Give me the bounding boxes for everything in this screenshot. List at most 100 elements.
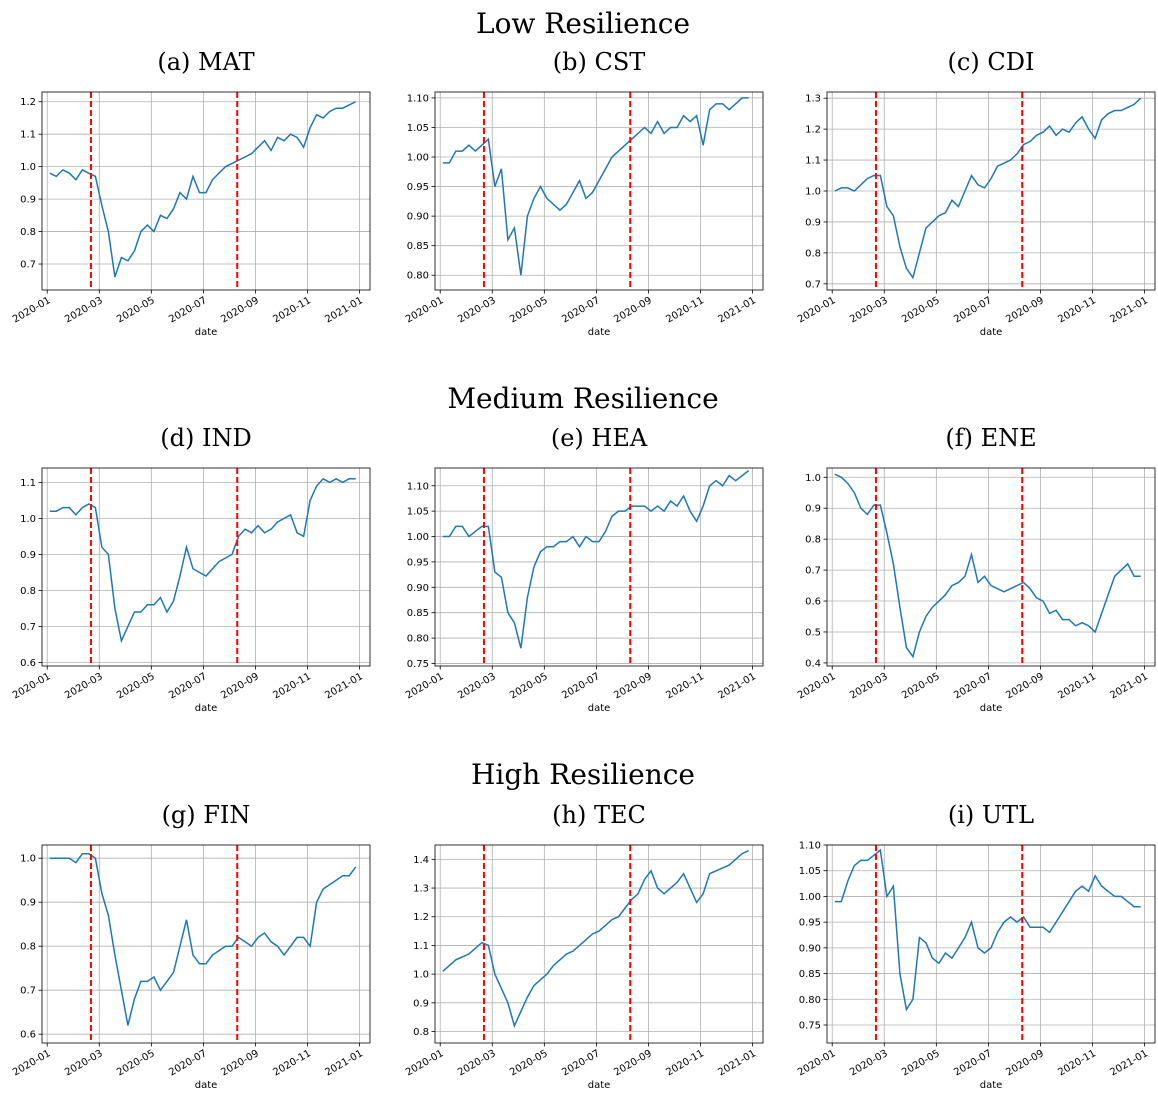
x-tick-label: 2021-01 xyxy=(323,1048,365,1078)
plot-frame xyxy=(434,91,764,291)
y-tick-label: 1.0 xyxy=(20,854,36,865)
y-tick-label: 1.4 xyxy=(413,855,429,866)
x-tick-label: 2021-01 xyxy=(1108,1048,1150,1078)
y-tick-label: 0.75 xyxy=(799,1021,821,1032)
subplot-title: (h) TEC xyxy=(552,801,646,829)
subplot: (f) ENE 0.4 0.5 0.6 0.7 0.8 0.9 1.0 2020-01 2020-… xyxy=(796,424,1156,714)
y-tick-label: 0.90 xyxy=(407,583,429,594)
y-tick-label: 0.8 xyxy=(20,586,36,597)
plot-frame xyxy=(826,844,1156,1044)
y-tick-label: 1.00 xyxy=(799,892,821,903)
x-tick-label: 2020-05 xyxy=(115,671,157,701)
subplot-title: (f) ENE xyxy=(945,424,1036,452)
y-tick-label: 0.8 xyxy=(805,535,821,546)
x-axis-label: date xyxy=(980,327,1003,338)
subplot: (g) FIN 0.6 0.7 0.8 0.9 1.0 2020-01 2020-03 2020… xyxy=(11,801,371,1091)
y-tick-label: 0.85 xyxy=(407,608,429,619)
x-tick-label: 2020-03 xyxy=(63,295,105,325)
x-tick-label: 2020-01 xyxy=(11,1048,53,1078)
y-tick-label: 0.4 xyxy=(805,658,821,669)
x-tick-label: 2020-01 xyxy=(796,1048,838,1078)
x-tick-label: 2020-07 xyxy=(560,671,602,701)
x-tick-label: 2020-11 xyxy=(664,295,706,325)
y-tick-label: 1.0 xyxy=(805,473,821,484)
y-tick-label: 0.85 xyxy=(799,969,821,980)
x-tick-label: 2020-05 xyxy=(900,1048,942,1078)
subplot: (d) IND 0.6 0.7 0.8 0.9 1.0 1.1 2020-01 2020-03 2… xyxy=(11,424,371,714)
y-tick-label: 0.7 xyxy=(805,279,821,290)
subplot-title: (g) FIN xyxy=(162,801,251,829)
y-tick-label: 0.80 xyxy=(799,995,821,1006)
x-tick-label: 2020-05 xyxy=(115,1048,157,1078)
subplot: (a) MAT 0.7 0.8 0.9 1.0 1.1 1.2 2020-01 2020-03 2… xyxy=(11,48,371,338)
data-line xyxy=(442,97,749,276)
x-tick-label: 2020-11 xyxy=(664,1048,706,1078)
x-tick-label: 2020-07 xyxy=(167,295,209,325)
x-tick-label: 2020-09 xyxy=(612,295,654,325)
x-tick-label: 2020-03 xyxy=(456,295,498,325)
subplot-title: (i) UTL xyxy=(948,801,1034,829)
subplot-title: (e) HEA xyxy=(551,424,648,452)
y-tick-label: 1.0 xyxy=(20,514,36,525)
subplot: (i) UTL 0.75 0.80 0.85 0.90 0.95 1.00 1.05 1.10 2… xyxy=(796,801,1156,1091)
y-tick-label: 1.2 xyxy=(805,125,821,136)
y-tick-label: 0.7 xyxy=(805,566,821,577)
y-tick-label: 1.0 xyxy=(20,162,36,173)
y-tick-label: 0.8 xyxy=(805,248,821,259)
x-tick-label: 2020-01 xyxy=(11,295,53,325)
x-axis-label: date xyxy=(588,1080,611,1091)
x-tick-label: 2020-03 xyxy=(63,671,105,701)
x-tick-label: 2020-07 xyxy=(952,1048,994,1078)
x-tick-label: 2020-09 xyxy=(1004,671,1046,701)
subplot: (b) CST 0.80 0.85 0.90 0.95 1.00 1.05 1.10 2020-… xyxy=(404,48,764,338)
x-tick-label: 2021-01 xyxy=(716,671,758,701)
y-tick-label: 1.10 xyxy=(799,841,821,852)
subplot: (h) TEC 0.8 0.9 1.0 1.1 1.2 1.3 1.4 2020-01 2020-… xyxy=(404,801,764,1091)
x-tick-label: 2020-07 xyxy=(952,671,994,701)
x-tick-label: 2020-03 xyxy=(848,1048,890,1078)
data-line xyxy=(834,473,1141,659)
y-tick-label: 1.3 xyxy=(413,884,429,895)
y-tick-label: 0.80 xyxy=(407,271,429,282)
plot-frame xyxy=(434,467,764,667)
x-tick-label: 2020-05 xyxy=(508,295,550,325)
y-tick-label: 0.5 xyxy=(805,627,821,638)
y-tick-label: 1.05 xyxy=(799,866,821,877)
data-line xyxy=(834,848,1141,1012)
y-tick-label: 1.2 xyxy=(20,97,36,108)
x-tick-label: 2020-03 xyxy=(63,1048,105,1078)
y-tick-label: 0.9 xyxy=(20,898,36,909)
data-line xyxy=(834,97,1142,280)
plot-frame xyxy=(41,91,371,291)
y-tick-label: 1.1 xyxy=(20,478,36,489)
x-axis-label: date xyxy=(980,1080,1003,1091)
y-tick-label: 1.10 xyxy=(407,93,429,104)
section-title: Low Resilience xyxy=(476,7,690,40)
y-tick-label: 0.9 xyxy=(805,504,821,515)
x-tick-label: 2020-09 xyxy=(612,1048,654,1078)
x-tick-label: 2020-09 xyxy=(612,671,654,701)
x-tick-label: 2020-07 xyxy=(560,295,602,325)
x-tick-label: 2020-05 xyxy=(115,295,157,325)
x-tick-label: 2020-03 xyxy=(848,295,890,325)
y-tick-label: 0.85 xyxy=(407,241,429,252)
x-tick-label: 2020-03 xyxy=(848,671,890,701)
data-line xyxy=(49,101,357,278)
subplot-title: (b) CST xyxy=(553,48,646,76)
y-tick-label: 0.9 xyxy=(413,998,429,1009)
x-tick-label: 2020-05 xyxy=(900,295,942,325)
y-tick-label: 0.95 xyxy=(407,182,429,193)
x-tick-label: 2020-09 xyxy=(219,671,261,701)
x-tick-label: 2021-01 xyxy=(1108,671,1150,701)
y-tick-label: 1.05 xyxy=(407,123,429,134)
x-tick-label: 2020-05 xyxy=(508,671,550,701)
x-tick-label: 2020-07 xyxy=(167,1048,209,1078)
data-line xyxy=(49,477,356,644)
x-axis-label: date xyxy=(980,703,1003,714)
x-tick-label: 2021-01 xyxy=(716,1048,758,1078)
y-tick-label: 1.0 xyxy=(805,187,821,198)
x-tick-label: 2021-01 xyxy=(1108,295,1150,325)
data-line xyxy=(442,469,750,649)
y-tick-label: 0.6 xyxy=(20,1030,36,1041)
